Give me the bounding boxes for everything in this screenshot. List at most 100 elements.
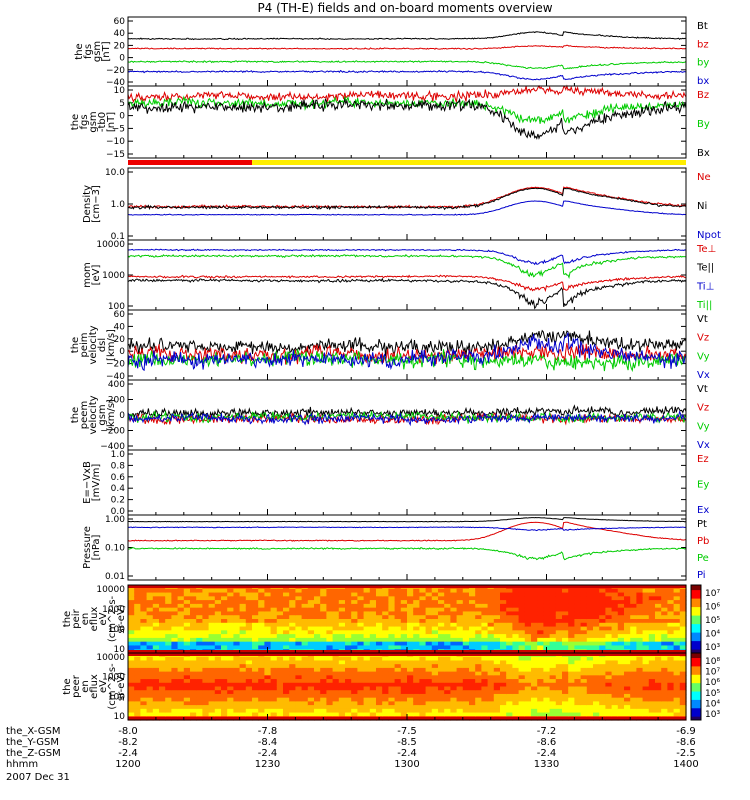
heatmap-cell (438, 701, 445, 706)
heatmap-cell (487, 656, 495, 662)
heatmap-cell (177, 690, 185, 695)
colorbar-label: 10⁵ (705, 689, 720, 699)
heatmap-cell (252, 667, 259, 673)
heatmap-cell (425, 592, 433, 597)
heatmap-cell (332, 690, 340, 695)
heatmap-cell (332, 603, 340, 609)
heatmap-cell (252, 596, 259, 601)
heatmap-cell (487, 664, 495, 669)
heatmap-cell (617, 705, 625, 710)
heatmap-cell (171, 588, 179, 594)
heatmap-cell (431, 656, 439, 662)
heatmap-cell (177, 622, 185, 628)
heatmap-cell (159, 664, 166, 669)
heatmap-cell (586, 626, 594, 631)
heatmap-cell (642, 701, 650, 706)
heatmap-cell (264, 686, 272, 691)
heatmap-cell (376, 603, 383, 609)
heatmap-cell (549, 701, 557, 706)
heatmap-cell (208, 634, 216, 639)
heatmap-cell (630, 615, 637, 620)
heatmap-cell (655, 682, 662, 688)
heatmap-cell (487, 619, 495, 624)
heatmap-cell (555, 619, 563, 624)
heatmap-cell (493, 712, 501, 717)
heatmap-cell (332, 637, 340, 643)
heatmap-cell (679, 671, 687, 676)
heatmap-cell (506, 592, 513, 597)
heatmap-cell (407, 664, 414, 669)
heatmap-cell (376, 615, 383, 620)
heatmap-cell (270, 660, 278, 665)
heatmap-cell (382, 611, 389, 616)
heatmap-cell (648, 615, 656, 620)
heatmap-cell (283, 708, 290, 714)
heatmap-cell (338, 588, 346, 594)
heatmap-cell (661, 667, 668, 673)
heatmap-cell (586, 615, 594, 620)
heatmap-cell (332, 705, 340, 710)
heatmap-cell (549, 664, 557, 669)
heatmap-cell (673, 664, 681, 669)
heatmap-cell (487, 622, 495, 628)
heatmap-cell (431, 708, 439, 714)
heatmap-cell (239, 679, 247, 684)
heatmap-cell (456, 607, 464, 613)
heatmap-cell (208, 708, 216, 714)
heatmap-cell (134, 588, 141, 594)
heatmap-cell (648, 693, 656, 699)
heatmap-cell (493, 619, 501, 624)
heatmap-cell (599, 697, 606, 702)
heatmap-cell (394, 671, 402, 676)
colorbar-cell (691, 681, 701, 684)
heatmap-cell (524, 671, 532, 676)
heatmap-cell (493, 690, 501, 695)
heatmap-cell (394, 682, 402, 688)
heatmap-cell (673, 645, 681, 650)
heatmap-cell (146, 622, 154, 628)
heatmap-cell (605, 686, 613, 691)
heatmap-cell (388, 637, 396, 643)
heatmap-cell (301, 592, 309, 597)
heatmap-cell (506, 607, 513, 613)
heatmap-cell (140, 603, 148, 609)
heatmap-cell (543, 619, 551, 624)
heatmap-cell (208, 626, 216, 631)
heatmap-cell (580, 693, 588, 699)
heatmap-cell (562, 708, 569, 714)
heatmap-cell (617, 682, 625, 688)
heatmap-cell (394, 603, 402, 609)
heatmap-cell (431, 645, 439, 650)
heatmap-cell (450, 619, 458, 624)
heatmap-cell (258, 615, 265, 620)
heatmap-cell (667, 615, 675, 620)
heatmap-cell (636, 607, 644, 613)
heatmap-cell (190, 682, 197, 688)
heatmap-cell (419, 660, 427, 665)
heatmap-cell (320, 682, 327, 688)
heatmap-cell (469, 671, 476, 676)
heatmap-cell (363, 619, 371, 624)
ytick-label: 10000 (96, 240, 125, 250)
heatmap-cell (134, 667, 141, 673)
heatmap-cell (419, 675, 427, 680)
heatmap-cell (518, 645, 526, 650)
heatmap-cell (252, 675, 259, 680)
heatmap-cell (332, 667, 340, 673)
heatmap-cell (549, 626, 557, 631)
heatmap-cell (407, 645, 414, 650)
heatmap-cell (562, 679, 569, 684)
heatmap-cell (407, 679, 414, 684)
heatmap-cell (208, 615, 216, 620)
heatmap-cell (233, 664, 241, 669)
heatmap-cell (407, 600, 414, 605)
heatmap-cell (128, 701, 135, 706)
heatmap-cell (152, 708, 160, 714)
colorbar-label: 10⁷ (705, 589, 720, 599)
heatmap-cell (636, 701, 644, 706)
heatmap-cell (543, 626, 551, 631)
heatmap-cell (146, 693, 154, 699)
series-line (127, 254, 687, 280)
